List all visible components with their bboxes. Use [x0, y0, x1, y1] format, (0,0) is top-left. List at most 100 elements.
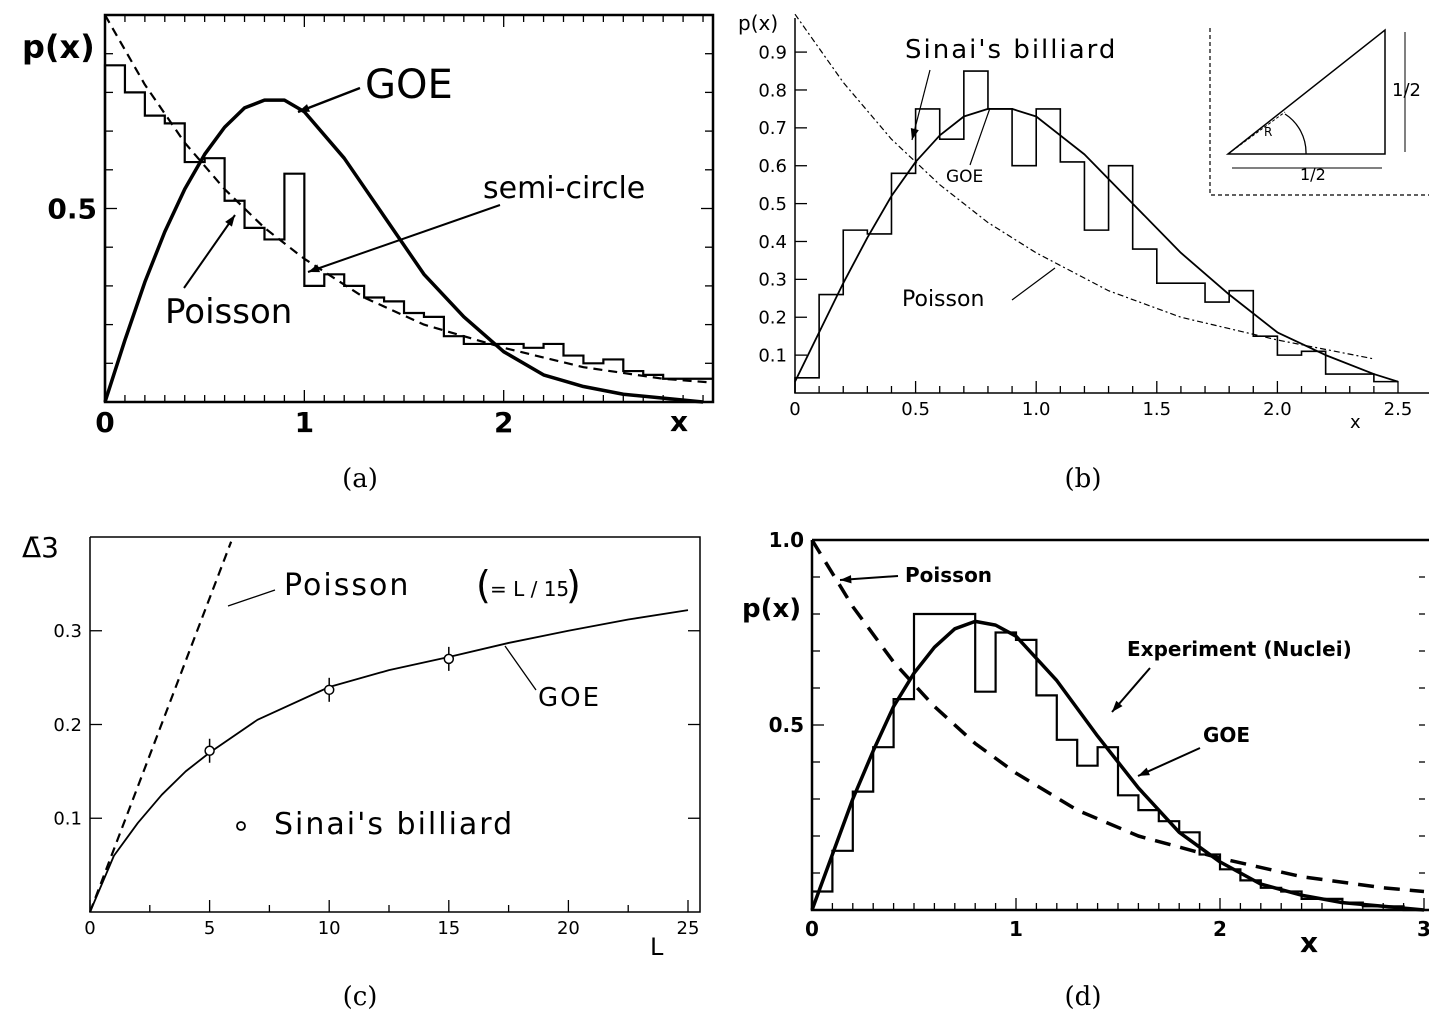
- series-goe: [89, 609, 689, 913]
- annotation-goe: GOE: [538, 683, 601, 713]
- annotation-leader: [504, 645, 537, 691]
- plot-frame: [89, 536, 701, 913]
- annotation-arrowhead: [840, 575, 852, 584]
- x-axis-label: x: [670, 405, 688, 438]
- series-goe: [103, 98, 704, 404]
- annotation-leader: [227, 589, 276, 607]
- panel-caption: (a): [342, 464, 378, 494]
- y-axis-label: p(x): [738, 11, 778, 35]
- x-tick-label: 0.5: [901, 399, 930, 420]
- inset-radius: [1227, 111, 1286, 155]
- annotation-goe: GOE: [946, 167, 983, 187]
- panel-c: 0 5 10 15 20 25 0.1 0.2 0.3 Δ̄3 L Poisson (= L / 15)…: [22, 531, 701, 1011]
- y-tick-label: 0.2: [758, 308, 787, 329]
- x-axis-label: L: [650, 933, 664, 961]
- inset-label-r: R: [1264, 125, 1272, 139]
- series-poisson: [794, 13, 1374, 360]
- inset-label-height: 1/2: [1392, 80, 1421, 101]
- legend-marker: [236, 821, 246, 831]
- plot-frame: [810, 538, 1429, 912]
- x-axis-label: x: [1350, 412, 1361, 433]
- annotation-poisson: Poisson: [165, 292, 292, 332]
- x-tick-label: 2: [1213, 917, 1227, 941]
- series-goe: [794, 108, 1399, 383]
- annotation-arrowhead: [308, 264, 320, 273]
- data-point: [204, 745, 215, 756]
- annotation-poisson: Poisson: [902, 287, 984, 312]
- x-tick-label: 10: [318, 918, 341, 939]
- annotation-arrow: [911, 69, 931, 141]
- y-axis-label: p(x): [742, 594, 801, 624]
- y-tick-label: 0.8: [758, 80, 787, 101]
- data-point: [443, 653, 455, 665]
- annotation-arrow: [183, 214, 236, 289]
- plot-frame: [794, 18, 1429, 394]
- x-tick-label: 0: [84, 918, 95, 939]
- x-tick-label: 25: [677, 918, 700, 939]
- x-axis-label: x: [1300, 926, 1318, 959]
- y-tick-label: 0.1: [53, 809, 82, 830]
- inset-arc: [1284, 113, 1307, 155]
- annotation-poisson: Poisson: [284, 568, 410, 603]
- histogram-b: [794, 70, 1398, 393]
- x-tick-label: 1.0: [1022, 399, 1051, 420]
- annotation-sinai: Sinai's billiard: [905, 35, 1117, 65]
- series-poisson: [88, 541, 233, 913]
- panel-a: 0 1 2 0.5 p(x) x GOE semi-circle Poisson (a): [22, 13, 715, 494]
- x-tick-label: 0: [789, 399, 800, 420]
- panel-d: 0 1 2 3 0.5 1.0 p(x) x Poisson Experiment (Nuclei…: [742, 528, 1429, 1011]
- annotation-goe: GOE: [365, 62, 453, 108]
- x-tick-label: 5: [204, 918, 215, 939]
- y-tick-label: 0.4: [758, 232, 787, 253]
- series-goe: [810, 619, 1425, 912]
- x-tick-label: 0: [95, 406, 114, 439]
- inset-label-base: 1/2: [1300, 165, 1326, 184]
- x-tick-label: 0: [805, 917, 819, 941]
- annotation-semi-circle: semi-circle: [483, 171, 645, 206]
- annotation-arrowhead: [225, 215, 235, 227]
- annotation-arrow: [1137, 747, 1201, 777]
- series-poisson: [810, 539, 1425, 894]
- inset-triangle: [1225, 28, 1386, 155]
- panel-b: 0 0.5 1.0 1.5 2.0 2.5 0.1 0.2 0.3 0.4 0.5 0.6 0.7 0.8…: [738, 11, 1429, 494]
- panel-caption: (d): [1065, 982, 1102, 1011]
- annotation-leader: [1011, 267, 1056, 301]
- annotation-experiment: Experiment (Nuclei): [1127, 637, 1352, 661]
- annotation-goe: GOE: [1203, 723, 1250, 747]
- x-tick-label: 3: [1417, 917, 1429, 941]
- y-tick-label: 0.1: [758, 345, 787, 366]
- y-tick-label: 0.7: [758, 118, 787, 139]
- x-tick-label: 1: [295, 406, 314, 439]
- y-tick-label: 0.2: [53, 715, 82, 736]
- annotation-arrowhead: [298, 104, 310, 112]
- panel-caption: (c): [343, 982, 378, 1011]
- data-point: [323, 684, 335, 696]
- annotation-formula: = L / 15: [490, 577, 569, 601]
- x-tick-label: 2.5: [1384, 399, 1413, 420]
- y-tick-label: 0.5: [758, 194, 787, 215]
- panel-caption: (b): [1065, 464, 1102, 494]
- annotation-arrow: [307, 204, 501, 273]
- annotation-arrowhead: [910, 128, 919, 140]
- x-tick-label: 2: [494, 406, 513, 439]
- x-tick-label: 1.5: [1142, 399, 1171, 420]
- annotation-leader: [969, 107, 991, 166]
- annotation-arrowhead: [1138, 767, 1150, 776]
- y-tick-label: 1.0: [769, 528, 804, 552]
- annotation-poisson: Poisson: [905, 563, 992, 587]
- y-axis-label: Δ̄3: [22, 531, 59, 564]
- histogram-a: [103, 64, 713, 402]
- x-tick-label: 2.0: [1263, 399, 1292, 420]
- annotation-arrowhead: [1112, 700, 1123, 712]
- y-tick-label: 0.9: [758, 42, 787, 63]
- y-tick-label: 0.3: [758, 270, 787, 291]
- annotation-paren-close: ): [566, 563, 581, 607]
- y-tick-label: 0.6: [758, 156, 787, 177]
- x-tick-label: 1: [1009, 917, 1023, 941]
- series-poisson: [104, 14, 714, 384]
- x-tick-label: 20: [557, 918, 580, 939]
- y-axis-label: p(x): [22, 28, 95, 66]
- x-tick-label: 15: [437, 918, 460, 939]
- annotation-sinai: Sinai's billiard: [274, 807, 514, 842]
